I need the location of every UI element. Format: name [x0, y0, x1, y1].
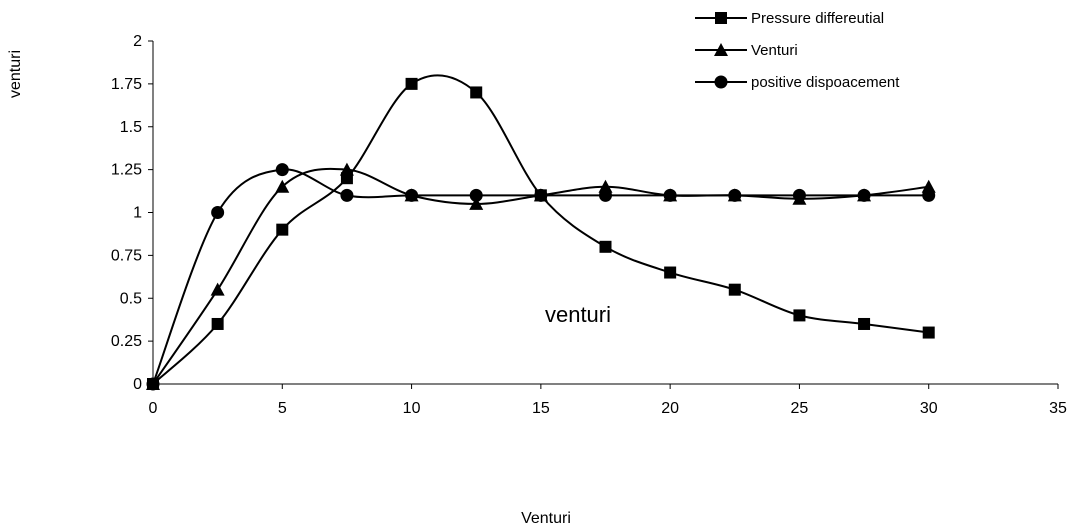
legend-label: positive dispoacement [751, 74, 900, 91]
x-ticks: 0 5 10 15 20 25 30 35 [149, 384, 1067, 417]
y-tick-label: 0.75 [111, 247, 142, 264]
y-tick-label: 0.5 [120, 290, 142, 307]
data-point-circle [792, 188, 806, 202]
legend-label: Pressure differeutial [751, 10, 884, 27]
y-tick-label: 1.75 [111, 76, 142, 93]
x-tick-label: 5 [278, 400, 287, 417]
series-lines [152, 74, 929, 385]
x-tick-label: 0 [149, 400, 158, 417]
chart-annotation: venturi [545, 302, 611, 327]
data-point-circle [211, 206, 225, 219]
series-line-square [152, 74, 929, 385]
legend-marker-triangle [714, 43, 728, 56]
series-markers [146, 77, 936, 391]
y-tick-label: 1.25 [111, 162, 142, 179]
y-tick-label: 2 [133, 33, 142, 50]
data-point-square [858, 317, 871, 330]
y-tick-label: 1 [133, 205, 142, 222]
data-point-square [405, 77, 418, 90]
data-point-square [599, 240, 612, 253]
data-point-square [664, 266, 677, 279]
data-point-square [276, 223, 289, 236]
data-point-square [793, 309, 806, 322]
data-point-circle [534, 188, 548, 202]
data-point-triangle [339, 162, 354, 176]
legend-marker-square [715, 12, 727, 24]
x-tick-label: 20 [661, 400, 679, 417]
x-tick-label: 15 [532, 400, 550, 417]
data-point-circle [728, 188, 742, 202]
x-tick-label: 10 [403, 400, 421, 417]
data-point-circle [405, 188, 419, 202]
data-point-triangle [210, 282, 225, 296]
x-tick-label: 25 [791, 400, 809, 417]
x-tick-label: 35 [1049, 400, 1067, 417]
data-point-triangle [921, 179, 936, 193]
y-tick-label: 0.25 [111, 333, 142, 350]
data-point-circle [857, 188, 871, 202]
data-point-circle [275, 163, 289, 177]
legend-label: Venturi [751, 42, 798, 59]
legend: Pressure differeutial Venturi positive dis… [695, 10, 900, 91]
y-axis-title: venturi [7, 50, 24, 98]
data-point-square [728, 283, 741, 296]
data-point-square [470, 86, 483, 99]
y-tick-label: 0 [133, 376, 142, 393]
data-point-square [922, 326, 935, 339]
legend-marker-circle [714, 75, 728, 89]
data-point-triangle [275, 179, 290, 193]
data-point-circle [469, 188, 483, 202]
x-tick-label: 30 [920, 400, 938, 417]
data-point-triangle [469, 196, 484, 210]
data-point-triangle [598, 179, 613, 193]
data-point-circle [146, 377, 160, 391]
y-ticks: 0 0.25 0.5 0.75 1 1.25 1.5 1.75 2 [111, 33, 153, 393]
x-axis-title: Venturi [521, 510, 571, 527]
data-point-circle [663, 188, 677, 202]
data-point-circle [599, 188, 612, 202]
y-tick-label: 1.5 [120, 119, 142, 136]
data-point-circle [340, 188, 354, 202]
data-point-circle [922, 188, 936, 202]
data-point-square [211, 317, 224, 330]
